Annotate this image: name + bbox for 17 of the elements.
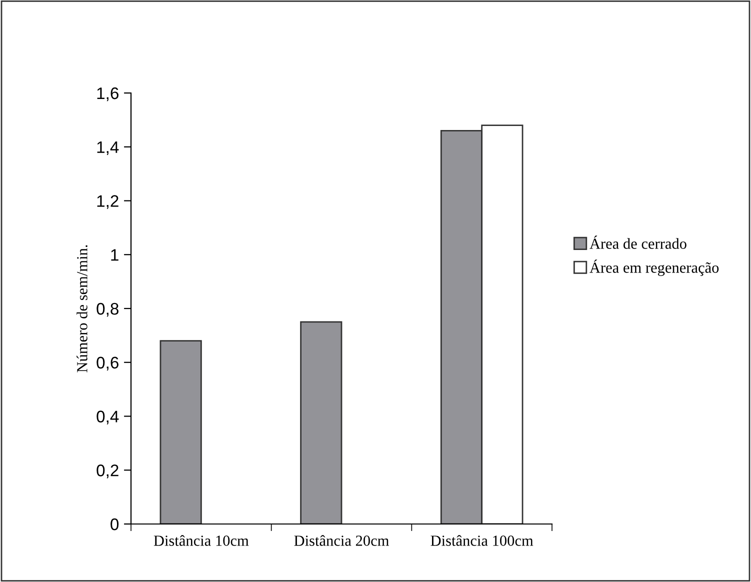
- y-tick-label: 0,2: [96, 464, 118, 478]
- y-tick-label: 1,6: [97, 87, 118, 102]
- y-tick-label: 0,6: [96, 356, 118, 371]
- y-tick-label: 1,2: [97, 195, 118, 209]
- bar: [300, 321, 342, 524]
- y-tick-label: 1,4: [97, 141, 119, 156]
- y-tick-label: 1: [111, 249, 118, 261]
- y-axis-title: Número de sem/min.: [76, 245, 88, 372]
- y-tick-label: 0,8: [96, 302, 118, 317]
- x-tick-label: Distância 20cm: [294, 535, 389, 546]
- x-tick-label: Distância 100cm: [430, 535, 534, 546]
- legend-label: Área de cerrado: [590, 236, 686, 249]
- bar: [160, 340, 202, 524]
- legend-label: Área em regeneração: [590, 260, 719, 276]
- y-tick-label: 0,4: [96, 410, 119, 424]
- y-tick-label: 0: [110, 518, 119, 530]
- x-tick-label: Distância 10cm: [154, 535, 249, 546]
